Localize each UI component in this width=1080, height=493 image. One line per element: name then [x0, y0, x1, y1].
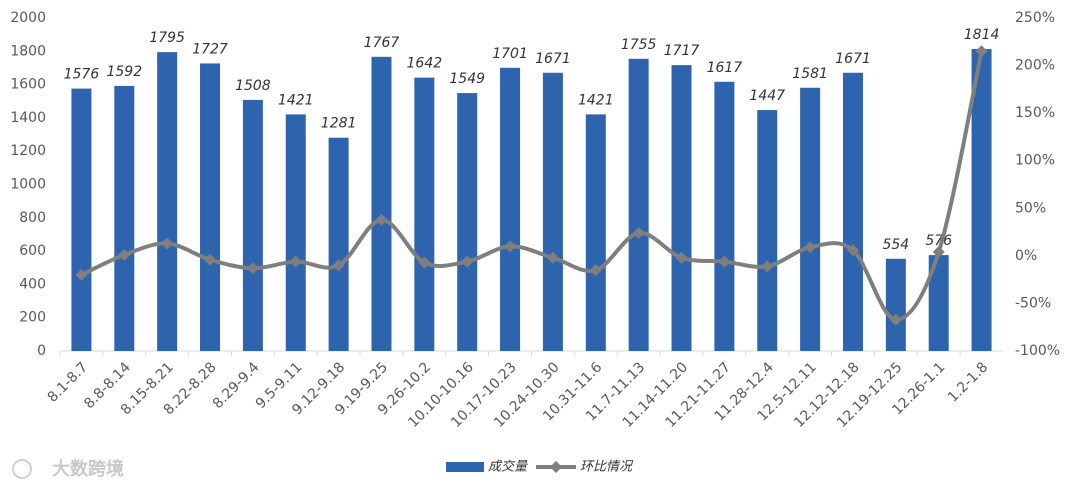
y-tick-label: 1000 — [10, 177, 46, 193]
marker — [461, 255, 474, 268]
bar — [714, 81, 735, 351]
y-tick-label: 2000 — [10, 10, 46, 26]
x-tick-label: 8.29-9.4 — [210, 359, 263, 412]
value-label: 576 — [925, 233, 952, 249]
marker — [161, 237, 174, 250]
bar — [971, 48, 992, 352]
y2-tick-label: -50% — [1015, 295, 1051, 311]
marker — [204, 253, 217, 266]
y2-tick-label: 250% — [1015, 10, 1055, 26]
marker — [246, 262, 259, 275]
value-label: 1508 — [235, 78, 271, 94]
marker — [718, 255, 731, 268]
value-label: 1701 — [492, 46, 528, 62]
legend-marker — [550, 461, 562, 473]
value-label: 1767 — [364, 35, 400, 51]
bar — [885, 258, 906, 351]
bar — [200, 63, 221, 351]
marker — [589, 264, 602, 277]
bar — [328, 137, 349, 351]
value-label: 1421 — [578, 92, 614, 108]
marker — [332, 259, 345, 272]
bar — [157, 52, 178, 351]
bar — [542, 72, 563, 351]
legend-swatch — [446, 462, 484, 472]
value-label: 1671 — [535, 51, 571, 67]
value-label: 1549 — [449, 71, 485, 87]
y-tick-label: 1400 — [10, 110, 46, 126]
marker — [75, 268, 88, 281]
marker — [118, 248, 131, 261]
legend-label: 环比情况 — [580, 460, 634, 475]
marker — [761, 260, 774, 273]
marker — [546, 251, 559, 264]
marker — [418, 256, 431, 269]
marker — [846, 244, 859, 257]
value-label: 1421 — [278, 92, 314, 108]
bar — [71, 88, 92, 351]
value-label: 1576 — [64, 67, 100, 83]
y-tick-label: 400 — [19, 276, 46, 292]
value-label: 1447 — [749, 88, 785, 104]
bar — [242, 99, 263, 351]
x-tick-label: 1.2-1.8 — [945, 359, 991, 405]
y2-tick-label: -100% — [1015, 343, 1060, 359]
watermark: 大数跨境 — [52, 458, 124, 480]
bar — [585, 114, 606, 351]
marker — [932, 246, 945, 259]
y2-tick-label: 0% — [1015, 248, 1037, 264]
value-label: 1281 — [321, 116, 357, 132]
marker — [632, 227, 645, 240]
bar — [285, 114, 306, 351]
value-label: 1814 — [964, 27, 1000, 43]
value-label: 1795 — [149, 30, 185, 46]
y-tick-label: 0 — [37, 343, 46, 359]
bar — [800, 87, 821, 352]
value-label: 1727 — [192, 41, 228, 57]
value-label: 1617 — [707, 60, 743, 76]
y-tick-label: 800 — [19, 210, 46, 226]
bar — [457, 93, 478, 352]
marker — [804, 241, 817, 254]
y2-tick-label: 100% — [1015, 153, 1055, 169]
y-tick-label: 200 — [19, 310, 46, 326]
value-label: 1717 — [664, 43, 700, 59]
bar — [500, 67, 521, 351]
bar — [928, 255, 949, 351]
marker — [975, 45, 988, 58]
bar — [114, 85, 135, 351]
marker — [675, 251, 688, 264]
y-tick-label: 1600 — [10, 77, 46, 93]
value-label: 1592 — [106, 64, 142, 80]
bar — [414, 77, 435, 352]
marker — [289, 255, 302, 268]
value-label: 1671 — [835, 51, 871, 67]
y-tick-label: 1200 — [10, 143, 46, 159]
y2-tick-label: 150% — [1015, 105, 1055, 121]
marker — [889, 313, 902, 326]
bar — [757, 110, 778, 352]
y2-tick-label: 50% — [1015, 200, 1046, 216]
y-tick-label: 1800 — [10, 43, 46, 59]
y2-tick-label: 200% — [1015, 58, 1055, 74]
marker — [504, 240, 517, 253]
watermark-icon — [12, 459, 32, 479]
y-tick-label: 600 — [19, 243, 46, 259]
bar — [371, 56, 392, 352]
value-label: 1581 — [792, 66, 828, 82]
legend-label: 成交量 — [488, 459, 529, 475]
bar — [671, 65, 692, 351]
bar — [628, 58, 649, 351]
marker — [375, 213, 388, 226]
value-label: 1642 — [407, 56, 443, 72]
value-label: 554 — [882, 237, 909, 253]
bar — [842, 72, 863, 351]
value-label: 1755 — [621, 37, 657, 53]
